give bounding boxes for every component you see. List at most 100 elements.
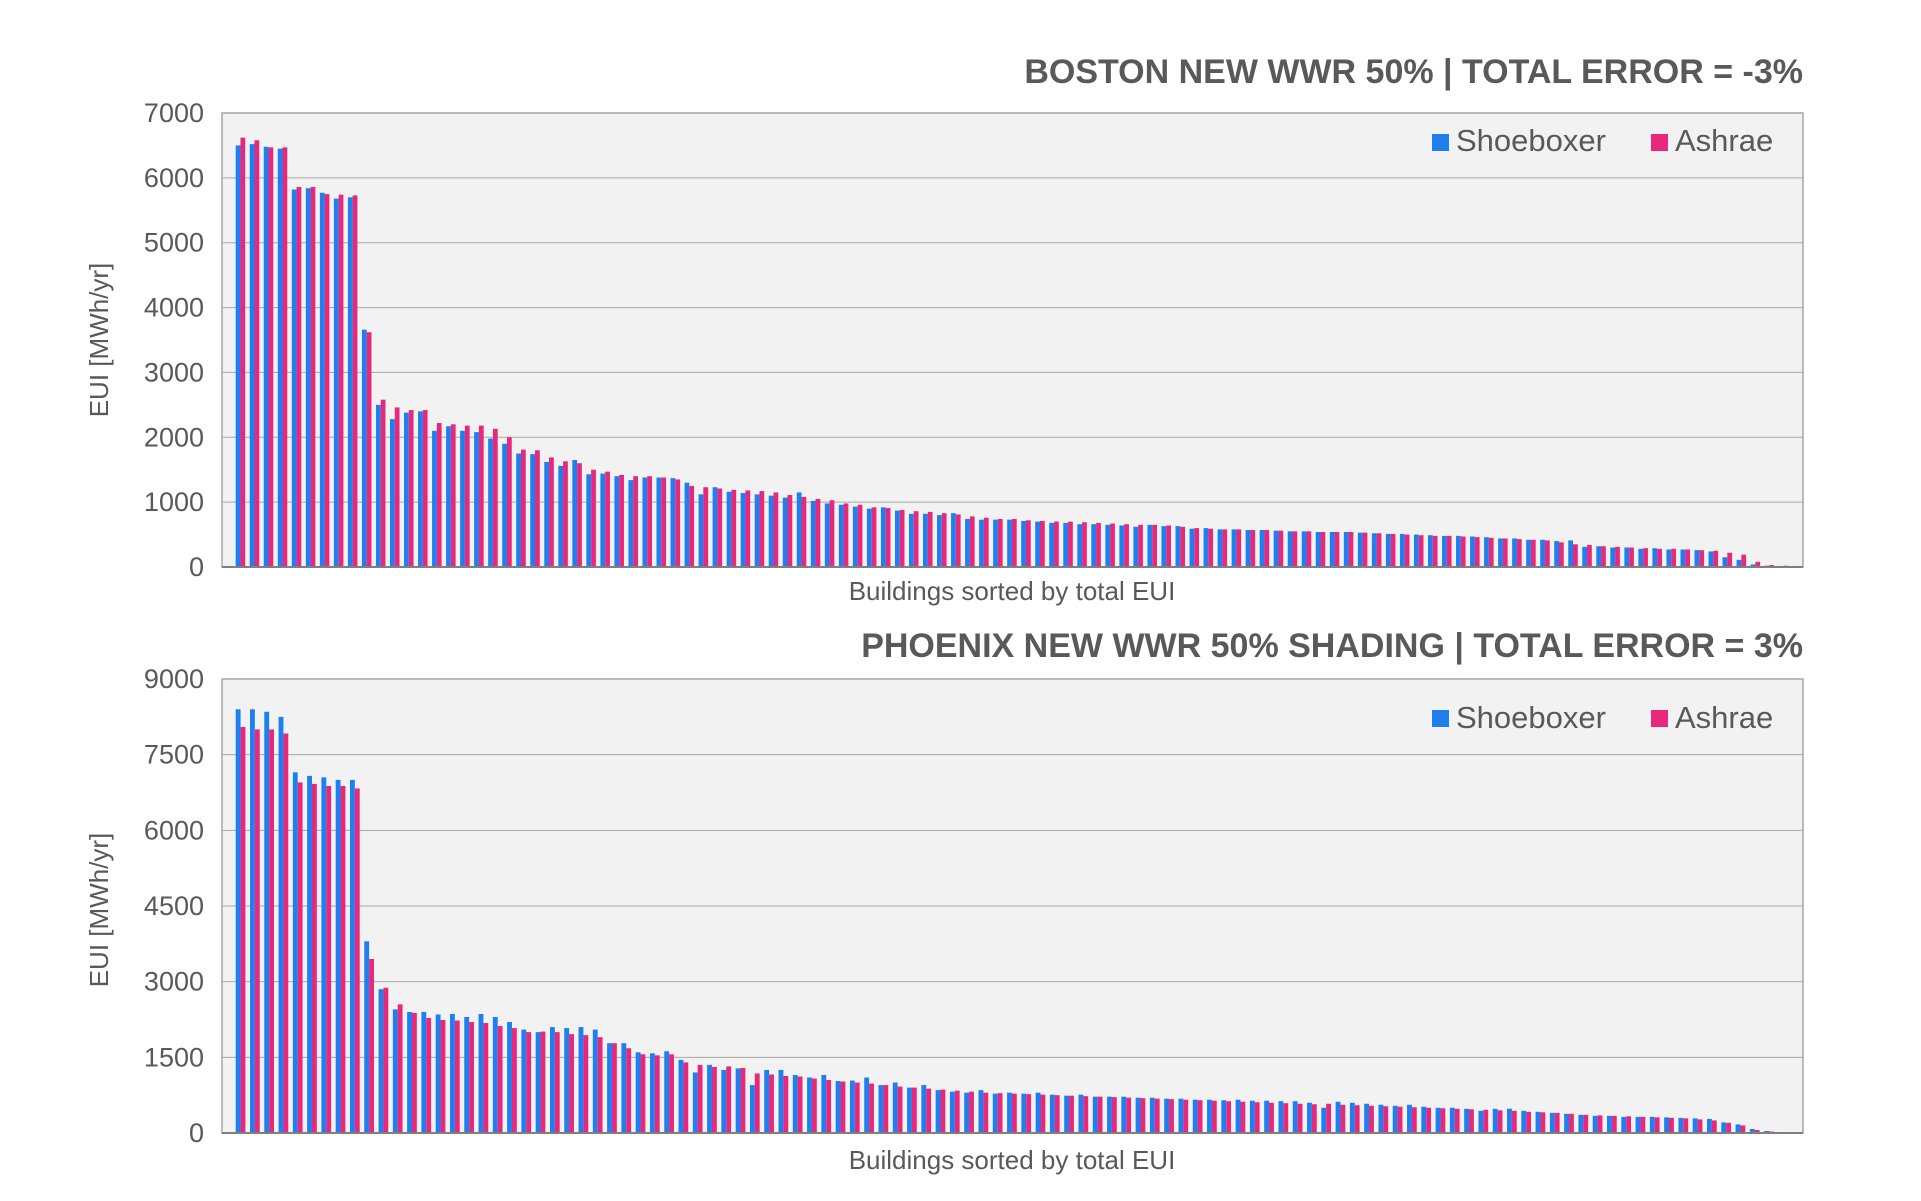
bar-shoeboxer [1235, 1099, 1241, 1133]
bar-shoeboxer [921, 1085, 927, 1133]
bar-shoeboxer [460, 430, 465, 567]
bar-ashrae [1740, 1125, 1746, 1133]
bar-shoeboxer [749, 1085, 755, 1133]
bar-ashrae [983, 517, 989, 567]
bar-ashrae [1540, 1112, 1546, 1133]
bar-ashrae [1754, 1129, 1760, 1133]
bar-shoeboxer [1278, 1101, 1284, 1133]
bar-ashrae [369, 958, 374, 1133]
bar-ashrae [726, 1066, 732, 1133]
bar-ashrae [254, 729, 260, 1133]
bar-shoeboxer [307, 775, 312, 1133]
y-tick-label: 7000 [144, 98, 204, 128]
bar-shoeboxer [1526, 539, 1531, 567]
bar-shoeboxer [1049, 522, 1055, 567]
bar-shoeboxer [979, 519, 984, 567]
bar-ashrae [843, 503, 849, 567]
bar-ashrae [773, 492, 779, 567]
bar-ashrae [535, 450, 540, 567]
bar-ashrae [1138, 524, 1143, 567]
bar-shoeboxer [894, 510, 900, 567]
bar-ashrae [869, 1083, 874, 1133]
bar-ashrae [717, 488, 723, 567]
bar-shoeboxer [1652, 548, 1658, 567]
bar-ashrae [1011, 519, 1017, 567]
y-tick-label: 6000 [144, 163, 204, 193]
bar-shoeboxer [404, 412, 409, 567]
bar-ashrae [1426, 1107, 1432, 1133]
bar-shoeboxer [235, 709, 241, 1133]
bar-shoeboxer [1498, 538, 1503, 567]
bar-ashrae [647, 476, 653, 567]
bar-shoeboxer [1147, 524, 1153, 567]
bar-shoeboxer [502, 443, 507, 567]
bar-shoeboxer [1596, 546, 1602, 567]
bar-ashrae [326, 785, 332, 1133]
bar-ashrae [759, 491, 765, 567]
bar-shoeboxer [1273, 530, 1279, 567]
y-tick-label: 2000 [144, 422, 204, 452]
bar-shoeboxer [1107, 1096, 1112, 1133]
bar-ashrae [1615, 546, 1620, 567]
y-tick-label: 1500 [144, 1042, 204, 1072]
bar-ashrae [1573, 544, 1578, 567]
bar-shoeboxer [361, 329, 367, 567]
bar-ashrae [871, 507, 877, 567]
bar-shoeboxer [864, 1077, 870, 1133]
bar-shoeboxer [1610, 547, 1616, 567]
bar-ashrae [619, 474, 624, 567]
bar-shoeboxer [392, 1009, 398, 1133]
bar-shoeboxer [1245, 530, 1251, 567]
bar-ashrae [1432, 535, 1438, 567]
bar-ashrae [240, 726, 246, 1133]
bar-shoeboxer [1535, 1111, 1541, 1133]
bar-shoeboxer [621, 1043, 627, 1133]
bar-ashrae [394, 407, 400, 567]
bar-ashrae [1140, 1098, 1146, 1133]
bar-ashrae [1166, 525, 1172, 567]
bar-ashrae [913, 511, 919, 567]
bar-shoeboxer [1722, 557, 1728, 567]
bar-ashrae [1554, 1112, 1560, 1133]
bar-ashrae [563, 461, 568, 567]
bar-shoeboxer [321, 777, 327, 1133]
y-tick-label: 7500 [144, 740, 204, 770]
bar-shoeboxer [964, 1092, 970, 1133]
bar-ashrae [1068, 521, 1073, 567]
bar-ashrae [1640, 1116, 1646, 1133]
bar-shoeboxer [592, 1029, 598, 1133]
bar-ashrae [899, 509, 905, 567]
bar-ashrae [797, 1076, 803, 1133]
bar-shoeboxer [235, 145, 241, 567]
bar-shoeboxer [378, 989, 384, 1133]
bar-shoeboxer [1735, 1124, 1741, 1133]
bar-shoeboxer [792, 1074, 798, 1133]
bar-ashrae [1516, 539, 1522, 567]
bar-shoeboxer [768, 495, 774, 567]
bar-shoeboxer [1231, 529, 1237, 567]
bar-shoeboxer [305, 188, 311, 568]
y-axis-label: EUI [MWh/yr] [84, 833, 114, 988]
bar-ashrae [506, 437, 512, 567]
bar-ashrae [689, 485, 695, 567]
bar-ashrae [769, 1074, 774, 1133]
bar-shoeboxer [821, 1074, 827, 1133]
bar-shoeboxer [1064, 1095, 1070, 1133]
bar-shoeboxer [1063, 522, 1069, 567]
y-tick-label: 1000 [144, 487, 204, 517]
bar-ashrae [697, 1064, 703, 1133]
bar-ashrae [483, 1023, 489, 1133]
bar-ashrae [1240, 1101, 1246, 1133]
bar-shoeboxer [1540, 539, 1545, 567]
legend-label-shoeboxer: Shoeboxer [1456, 123, 1606, 158]
bar-shoeboxer [949, 1091, 955, 1133]
bar-shoeboxer [951, 513, 956, 567]
bar-shoeboxer [1507, 1108, 1512, 1133]
bar-ashrae [1755, 561, 1761, 567]
bar-ashrae [1587, 544, 1592, 567]
bar-shoeboxer [586, 474, 592, 567]
boston-chart: BOSTON NEW WWR 50% | TOTAL ERROR = -3% 0… [84, 53, 1804, 606]
bar-shoeboxer [1149, 1097, 1155, 1133]
bar-ashrae [310, 186, 316, 567]
